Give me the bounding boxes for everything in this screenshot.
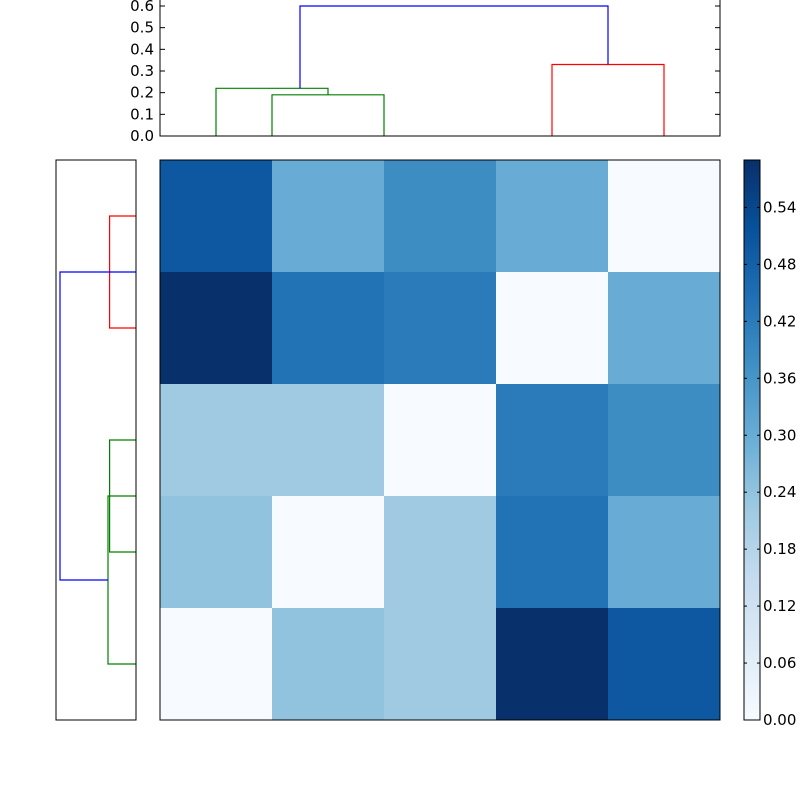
heatmap-cell-r4-c3: [496, 608, 609, 721]
colorbar-tick-label: 0.24: [763, 483, 796, 501]
top-dendrogram-ytick-label: 0.6: [130, 0, 154, 15]
top-dendrogram-link-2: [551, 63, 665, 136]
colorbar-tick-label: 0.54: [763, 198, 796, 216]
heatmap-cell-r1-c4: [608, 272, 721, 385]
heatmap-cell-r4-c1: [272, 608, 385, 721]
colorbar-frame: [743, 159, 761, 721]
left-dendrogram: [55, 159, 137, 721]
heatmap-cell-r3-c3: [496, 496, 609, 609]
heatmap-cell-r2-c1: [272, 384, 385, 497]
heatmap-cell-r1-c2: [384, 272, 497, 385]
heatmap-frame: [159, 159, 721, 721]
colorbar: 0.00 0.06 0.12 0.18 0.24 0.30 0.36 0.42 0.48 0.54: [743, 159, 796, 729]
colorbar-tick-label: 0.00: [763, 711, 796, 729]
colorbar-tick-label: 0.36: [763, 369, 796, 387]
heatmap-cell-r0-c4: [608, 160, 721, 273]
heatmap-cell-r4-c0: [160, 608, 273, 721]
top-dendrogram-link-3: [299, 5, 609, 89]
heatmap-cell-r2-c3: [496, 384, 609, 497]
top-dendrogram-ytick-label: 0.2: [130, 84, 154, 102]
heatmap-cell-r0-c2: [384, 160, 497, 273]
heatmap-cell-r3-c0: [160, 496, 273, 609]
heatmap-cell-r2-c0: [160, 384, 273, 497]
left-dendrogram-frame: [55, 159, 137, 721]
heatmap-cell-r0-c3: [496, 160, 609, 273]
top-dendrogram-ytick-label: 0.4: [130, 40, 154, 58]
heatmap-cell-r4-c4: [608, 608, 721, 721]
heatmap-cell-r1-c1: [272, 272, 385, 385]
top-dendrogram-ytick-label: 0.5: [130, 19, 154, 37]
top-dendrogram-ytick-label: 0.3: [130, 62, 154, 80]
left-dendrogram-link-2: [107, 495, 136, 665]
heatmap-cell-r2-c4: [608, 384, 721, 497]
heatmap-cell-r3-c4: [608, 496, 721, 609]
heatmap-cell-r1-c0: [160, 272, 273, 385]
colorbar-tick-label: 0.48: [763, 255, 796, 273]
heatmap-cell-r3-c2: [384, 496, 497, 609]
colorbar-tick-label: 0.42: [763, 312, 796, 330]
colorbar-tick-label: 0.18: [763, 540, 796, 558]
colorbar-tick-label: 0.30: [763, 426, 796, 444]
colorbar-gradient: [744, 160, 760, 720]
heatmap-cell-r0-c1: [272, 160, 385, 273]
top-dendrogram-link-1: [215, 87, 329, 136]
colorbar-tick-label: 0.06: [763, 654, 796, 672]
top-dendrogram-ytick-label: 0.1: [130, 105, 154, 123]
heatmap-cell-r4-c2: [384, 608, 497, 721]
heatmap-cell-r3-c1: [272, 496, 385, 609]
colorbar-tick-label: 0.12: [763, 597, 796, 615]
heatmap-cell-r0-c0: [160, 160, 273, 273]
heatmap-cell-r1-c3: [496, 272, 609, 385]
heatmap: [159, 159, 721, 721]
top-dendrogram-link-0: [271, 94, 385, 136]
top-dendrogram-ytick-label: 0.0: [130, 127, 154, 145]
top-dendrogram: 0.0 0.1 0.2 0.3 0.4 0.5 0.6: [130, 0, 721, 145]
top-dendrogram-frame: [159, 0, 721, 137]
heatmap-cell-r2-c2: [384, 384, 497, 497]
left-dendrogram-link-3: [59, 271, 136, 581]
